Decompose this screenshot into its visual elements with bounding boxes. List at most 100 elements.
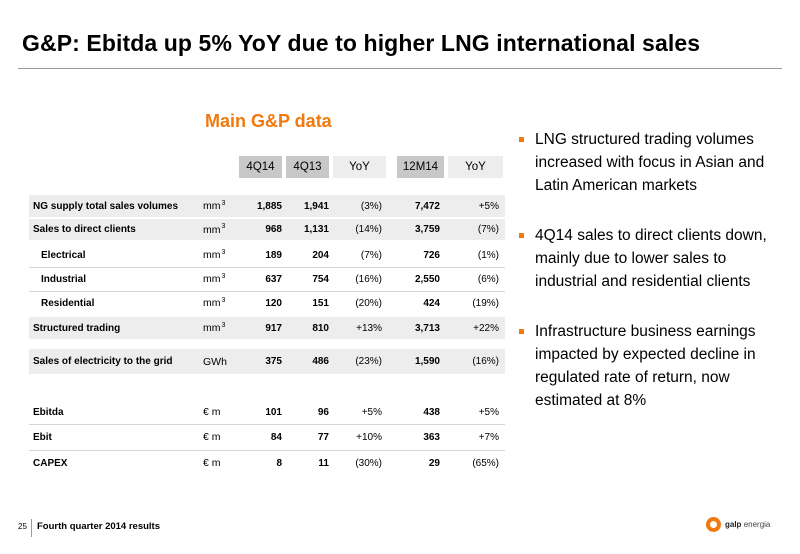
col-header-yoy-q: YoY	[333, 156, 386, 178]
row-label: Electrical	[41, 249, 86, 261]
bullet-text: Infrastructure business earnings impacte…	[535, 323, 756, 409]
table-row: CAPEX € m 8 11 (30%) 29 (65%)	[29, 450, 505, 476]
value-4q13: 1,941	[303, 200, 329, 212]
table-title: Main G&P data	[205, 111, 332, 131]
value-4q14: 968	[265, 224, 282, 235]
bullet-list: LNG structured trading volumes increased…	[519, 128, 781, 439]
footer-divider	[31, 519, 32, 537]
row-unit: mm 3	[203, 272, 226, 286]
value-12m14: 2,550	[414, 273, 440, 285]
value-12m14: 3,713	[414, 322, 440, 334]
table-row: Electrical mm 3 189 204 (7%) 726 (1%)	[29, 243, 505, 267]
value-yoy-y: (1%)	[477, 249, 499, 261]
value-12m14: 424	[423, 297, 440, 309]
table-row: Residential mm 3 120 151 (20%) 424 (19%)	[29, 291, 505, 315]
value-yoy-y: (6%)	[477, 273, 499, 285]
value-4q14: 917	[265, 322, 282, 334]
value-12m14: 7,472	[414, 200, 440, 212]
row-divider	[29, 424, 505, 425]
row-divider	[29, 267, 505, 268]
table-row: Ebit € m 84 77 +10% 363 +7%	[29, 424, 505, 450]
logo-text: galp energia	[725, 520, 771, 529]
value-yoy-y: (65%)	[472, 457, 499, 469]
row-unit: GWh	[203, 355, 227, 368]
value-4q13: 11	[318, 457, 329, 469]
value-yoy-q: (7%)	[360, 249, 382, 261]
row-label: CAPEX	[33, 457, 68, 469]
value-yoy-q: +5%	[361, 406, 382, 418]
row-label: NG supply total sales volumes	[33, 200, 179, 212]
col-header-12m14: 12M14	[397, 156, 444, 178]
row-label: Ebitda	[33, 406, 64, 418]
slide-title: G&P: Ebitda up 5% YoY due to higher LNG …	[22, 30, 701, 56]
table-row: NG supply total sales volumes mm 3 1,885 …	[29, 195, 505, 217]
table-row: Sales to direct clients mm 3 968 1,131 (1…	[29, 219, 505, 240]
value-4q14: 101	[265, 406, 282, 418]
bullet-marker-icon	[519, 233, 524, 238]
value-4q13: 204	[312, 249, 329, 261]
value-4q13: 96	[317, 406, 329, 418]
value-4q14: 637	[265, 273, 282, 285]
page-number: 25	[18, 522, 27, 531]
table-row: Ebitda € m 101 96 +5% 438 +5%	[29, 400, 505, 424]
value-12m14: 3,759	[414, 224, 440, 235]
value-yoy-y: +5%	[478, 406, 499, 418]
value-4q13: 754	[312, 273, 329, 285]
value-4q13: 810	[312, 322, 329, 334]
bullet-marker-icon	[519, 137, 524, 142]
value-4q14: 120	[265, 297, 282, 309]
row-divider	[29, 450, 505, 451]
value-12m14: 1,590	[414, 356, 440, 367]
value-12m14: 438	[423, 406, 440, 418]
col-header-yoy-y: YoY	[448, 156, 503, 178]
col-header-4q14: 4Q14	[239, 156, 282, 178]
row-unit: mm 3	[203, 248, 226, 262]
value-yoy-y: +22%	[473, 322, 499, 334]
value-yoy-q: (3%)	[360, 200, 382, 212]
bullet-text: 4Q14 sales to direct clients down, mainl…	[535, 227, 767, 290]
bullet-item: Infrastructure business earnings impacte…	[519, 320, 781, 412]
value-yoy-q: (16%)	[355, 273, 382, 285]
value-yoy-y: +5%	[478, 200, 499, 212]
bullet-item: LNG structured trading volumes increased…	[519, 128, 781, 197]
value-yoy-y: (19%)	[472, 297, 499, 309]
value-yoy-y: +7%	[478, 431, 499, 443]
row-label: Sales of electricity to the grid	[33, 356, 173, 367]
galp-logo-icon	[706, 517, 721, 532]
value-yoy-q: (23%)	[355, 356, 382, 367]
row-label: Ebit	[33, 431, 52, 443]
bullet-text: LNG structured trading volumes increased…	[535, 131, 765, 194]
row-unit: mm 3	[203, 296, 226, 310]
value-4q14: 84	[270, 431, 282, 443]
value-12m14: 29	[428, 457, 440, 469]
bullet-marker-icon	[519, 329, 524, 334]
table-row: Structured trading mm 3 917 810 +13% 3,71…	[29, 317, 505, 339]
value-yoy-q: +13%	[356, 322, 382, 334]
value-yoy-q: (30%)	[355, 457, 382, 469]
value-yoy-y: (16%)	[472, 356, 499, 367]
row-label: Sales to direct clients	[33, 224, 136, 235]
value-4q13: 151	[312, 297, 329, 309]
bullet-item: 4Q14 sales to direct clients down, mainl…	[519, 224, 781, 293]
value-yoy-q: (20%)	[355, 297, 382, 309]
value-4q13: 486	[312, 356, 329, 367]
value-12m14: 726	[423, 249, 440, 261]
row-label: Industrial	[41, 273, 87, 285]
row-label: Residential	[41, 297, 95, 309]
row-label: Structured trading	[33, 322, 121, 334]
value-4q14: 189	[265, 249, 282, 261]
value-4q13: 1,131	[303, 224, 329, 235]
value-yoy-q: +10%	[356, 431, 382, 443]
galp-logo: galp energia	[706, 517, 770, 532]
value-yoy-q: (14%)	[355, 224, 382, 235]
value-4q13: 77	[317, 431, 329, 443]
footer-text: Fourth quarter 2014 results	[37, 521, 161, 532]
row-divider	[29, 291, 505, 292]
value-4q14: 1,885	[256, 200, 282, 212]
title-divider	[18, 68, 782, 69]
value-yoy-y: (7%)	[477, 224, 499, 235]
value-4q14: 8	[276, 457, 282, 469]
col-header-4q13: 4Q13	[286, 156, 329, 178]
row-unit: € m	[203, 406, 221, 418]
table-row: Industrial mm 3 637 754 (16%) 2,550 (6%)	[29, 267, 505, 291]
